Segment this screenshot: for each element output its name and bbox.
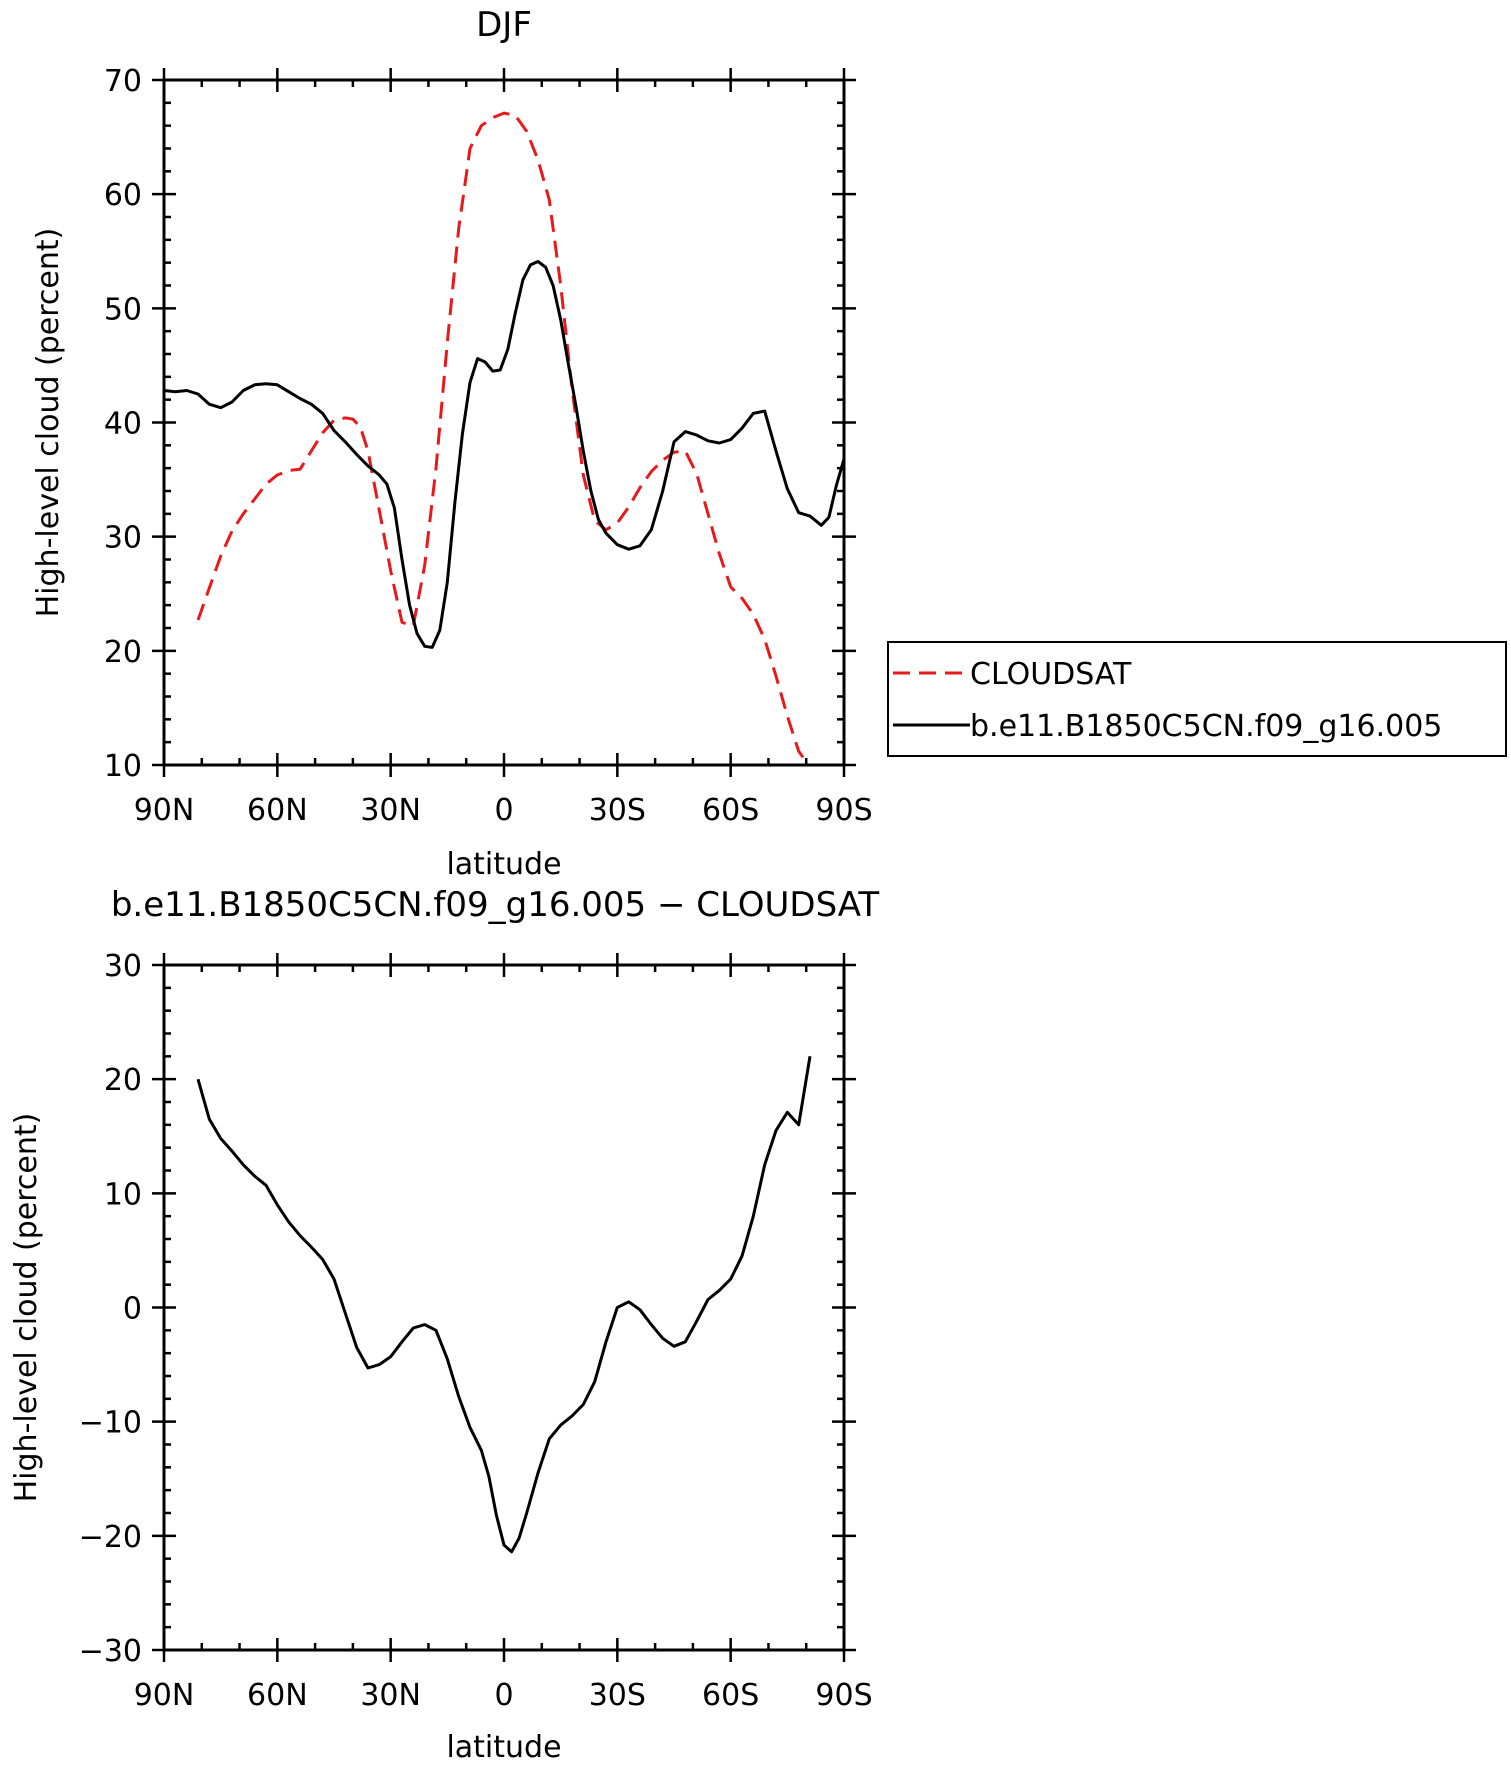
x-tick-label: 90N (134, 1678, 195, 1713)
y-tick-label: −20 (79, 1520, 142, 1555)
x-tick-label: 60N (247, 1678, 308, 1713)
bottom-chart: b.e11.B1850C5CN.f09_g16.005 − CLOUDSAT 90… (9, 885, 879, 1765)
chart-title: b.e11.B1850C5CN.f09_g16.005 − CLOUDSAT (111, 885, 880, 925)
y-tick-label: 70 (104, 64, 142, 99)
plot-frame (162, 963, 846, 1652)
y-tick-label: 60 (104, 178, 142, 213)
legend-box (887, 641, 1507, 757)
x-tick-label: 90S (815, 1678, 872, 1713)
x-axis-label: latitude (446, 847, 561, 882)
y-tick-label: 20 (104, 1063, 142, 1098)
legend-label: b.e11.B1850C5CN.f09_g16.005 (970, 709, 1442, 744)
series-line-1 (164, 260, 844, 649)
x-axis-label: latitude (446, 1730, 561, 1765)
x-tick-label: 60S (702, 1678, 759, 1713)
legend-label: CLOUDSAT (970, 657, 1132, 692)
y-tick-label: 0 (123, 1292, 142, 1327)
y-tick-label: 30 (104, 521, 142, 556)
x-tick-label: 60S (702, 793, 759, 828)
x-tick-label: 90N (134, 793, 195, 828)
x-tick-label: 90S (815, 793, 872, 828)
y-tick-label: 40 (104, 407, 142, 442)
y-tick-label: 10 (104, 749, 142, 784)
y-tick-label: 30 (104, 949, 142, 984)
x-tick-label: 30S (589, 1678, 646, 1713)
y-tick-label: 10 (104, 1177, 142, 1212)
x-tick-label: 30N (360, 1678, 421, 1713)
x-tick-label: 30N (360, 793, 421, 828)
top-chart: DJF 90N 60N 30N 0 30S 60S 90S 10 20 30 40 50 60 70 lati… (31, 5, 1507, 882)
x-tick-label: 60N (247, 793, 308, 828)
y-tick-label: 20 (104, 635, 142, 670)
x-tick-label: 0 (494, 793, 513, 828)
y-axis-label: High-level cloud (percent) (9, 1113, 44, 1503)
plot-frame (162, 78, 846, 767)
tick-marks (152, 68, 856, 777)
y-tick-label: −10 (79, 1406, 142, 1441)
series-line-0 (196, 1056, 812, 1554)
chart-title: DJF (476, 5, 532, 45)
x-tick-label: 30S (589, 793, 646, 828)
y-tick-label: 50 (104, 292, 142, 327)
series-line-0 (196, 111, 811, 765)
y-tick-label: −30 (79, 1634, 142, 1669)
legend: CLOUDSAT b.e11.B1850C5CN.f09_g16.005 (887, 641, 1507, 757)
tick-marks (152, 953, 856, 1662)
x-tick-label: 0 (494, 1678, 513, 1713)
y-axis-label: High-level cloud (percent) (31, 228, 66, 618)
